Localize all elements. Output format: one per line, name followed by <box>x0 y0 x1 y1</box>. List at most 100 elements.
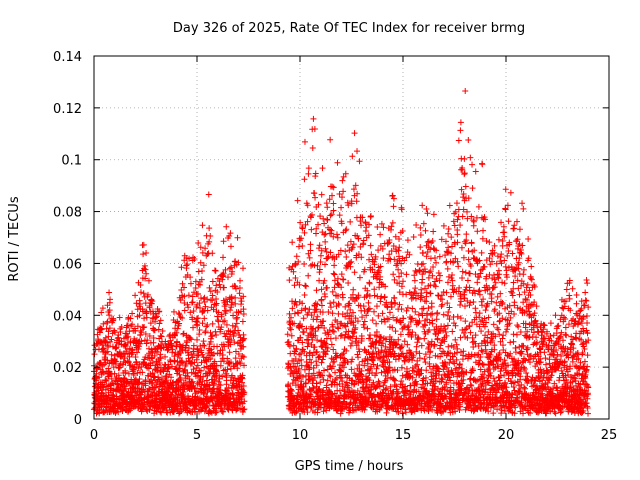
data-point <box>210 382 217 389</box>
data-point <box>339 351 346 358</box>
data-point <box>457 301 464 308</box>
data-point <box>478 249 485 256</box>
data-point <box>480 362 487 369</box>
data-point <box>330 233 337 240</box>
data-point <box>224 355 231 362</box>
data-point <box>350 286 357 293</box>
data-point <box>356 274 363 281</box>
data-point <box>395 247 402 254</box>
data-point <box>184 349 191 356</box>
data-point <box>195 315 202 322</box>
data-point <box>329 183 336 190</box>
data-point <box>484 379 491 386</box>
data-point <box>314 301 321 308</box>
data-point <box>126 328 133 335</box>
data-point <box>229 322 236 329</box>
data-point <box>449 328 456 335</box>
data-point <box>351 130 358 137</box>
data-point <box>428 300 435 307</box>
data-point <box>204 296 211 303</box>
data-point <box>450 259 457 266</box>
data-point <box>141 324 148 331</box>
data-point <box>476 310 483 317</box>
data-point <box>395 253 402 260</box>
data-point <box>229 268 236 275</box>
data-point <box>427 348 434 355</box>
data-point <box>448 274 455 281</box>
data-point <box>184 301 191 308</box>
data-point <box>350 381 357 388</box>
data-point <box>204 402 211 409</box>
data-point <box>305 170 312 177</box>
data-point <box>472 392 479 399</box>
data-point <box>300 315 307 322</box>
data-point <box>449 282 456 289</box>
data-point <box>223 321 230 328</box>
data-point <box>326 372 333 379</box>
data-point <box>204 250 211 257</box>
data-point <box>308 312 315 319</box>
data-point <box>303 283 310 290</box>
data-point <box>370 379 377 386</box>
data-point <box>328 341 335 348</box>
data-point <box>469 161 476 168</box>
data-point <box>188 379 195 386</box>
data-point <box>175 310 182 317</box>
data-point <box>327 335 334 342</box>
data-point <box>391 376 398 383</box>
data-point <box>202 328 209 335</box>
data-point <box>232 323 239 330</box>
data-point <box>487 339 494 346</box>
data-point <box>198 276 205 283</box>
data-point <box>393 341 400 348</box>
data-point <box>302 380 309 387</box>
data-point <box>446 359 453 366</box>
data-point <box>488 298 495 305</box>
data-point <box>391 276 398 283</box>
data-point <box>476 314 483 321</box>
data-point <box>461 155 468 162</box>
data-point <box>231 282 238 289</box>
data-point <box>129 310 136 317</box>
data-point <box>289 380 296 387</box>
data-point <box>216 350 223 357</box>
data-point <box>212 407 219 414</box>
data-point <box>322 238 329 245</box>
data-point <box>465 136 472 143</box>
data-point <box>385 240 392 247</box>
data-point <box>305 309 312 316</box>
data-point <box>368 386 375 393</box>
data-point <box>97 326 104 333</box>
data-point <box>324 216 331 223</box>
data-point <box>422 285 429 292</box>
data-point <box>177 376 184 383</box>
data-point <box>320 376 327 383</box>
data-point <box>448 234 455 241</box>
data-point <box>441 386 448 393</box>
data-point <box>138 338 145 345</box>
data-point <box>452 336 459 343</box>
data-point <box>432 377 439 384</box>
data-point <box>466 322 473 329</box>
data-point <box>447 409 454 416</box>
data-point <box>347 238 354 245</box>
data-point <box>328 227 335 234</box>
data-point <box>298 362 305 369</box>
data-point <box>464 390 471 397</box>
data-point <box>459 356 466 363</box>
data-point <box>467 263 474 270</box>
data-point <box>300 383 307 390</box>
data-point <box>415 336 422 343</box>
data-point <box>445 373 452 380</box>
data-point <box>234 234 241 241</box>
data-point <box>313 287 320 294</box>
data-point <box>308 262 315 269</box>
data-point <box>189 299 196 306</box>
data-point <box>193 356 200 363</box>
data-point <box>337 247 344 254</box>
data-point <box>456 284 463 291</box>
data-point <box>456 360 463 367</box>
data-point <box>149 370 156 377</box>
data-point <box>391 295 398 302</box>
data-point <box>143 340 150 347</box>
